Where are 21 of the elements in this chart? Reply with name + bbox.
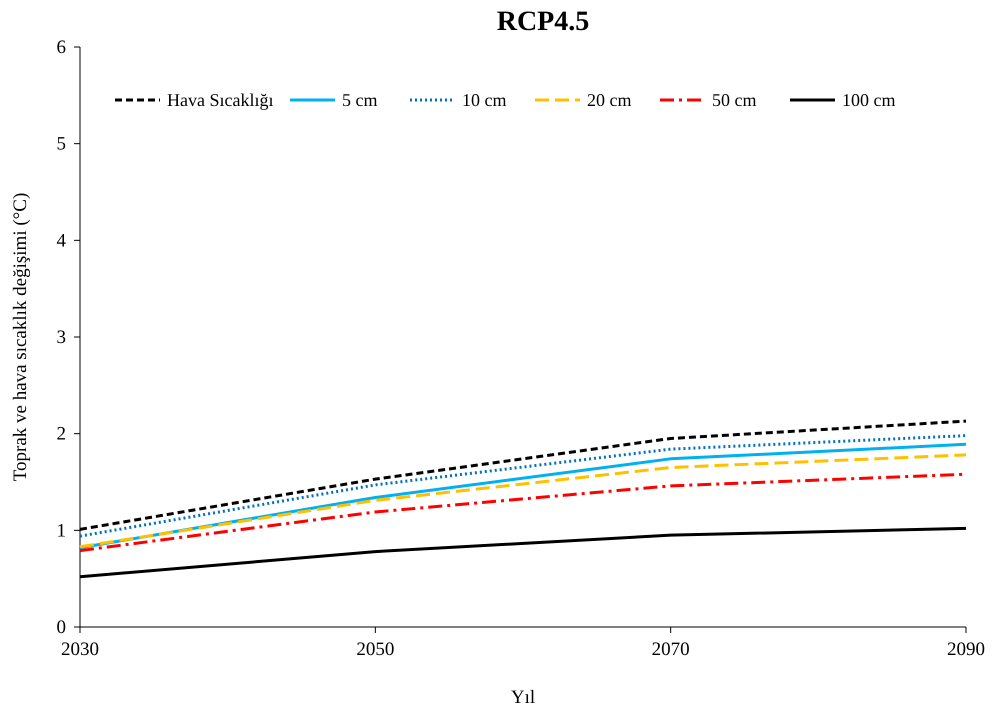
y-tick-label: 4 (56, 230, 66, 252)
legend-label: 20 cm (587, 90, 632, 110)
y-tick-label: 6 (56, 37, 66, 58)
legend-label: 5 cm (342, 90, 378, 110)
x-tick-label: 2090 (947, 639, 985, 660)
y-tick-label: 3 (56, 327, 66, 348)
legend-label: 10 cm (462, 90, 506, 110)
y-axis-title: Toprak ve hava sıcaklık değişimi (°C) (10, 192, 31, 482)
legend-label: 100 cm (842, 90, 896, 110)
x-tick-label: 2070 (652, 639, 690, 660)
x-axis-title: Yıl (510, 687, 536, 708)
line-series (78, 434, 968, 538)
y-tick-label: 0 (56, 617, 66, 638)
x-tick-label: 2030 (61, 639, 99, 660)
y-tick-label: 5 (56, 134, 66, 155)
x-tick-label: 2050 (356, 639, 394, 660)
y-tick-label: 1 (56, 520, 66, 542)
legend-label: 50 cm (712, 90, 756, 110)
y-tick-label: 2 (56, 424, 66, 445)
legend-label: Hava Sıcaklığı (167, 90, 274, 110)
chart-title: RCP4.5 (496, 6, 590, 37)
